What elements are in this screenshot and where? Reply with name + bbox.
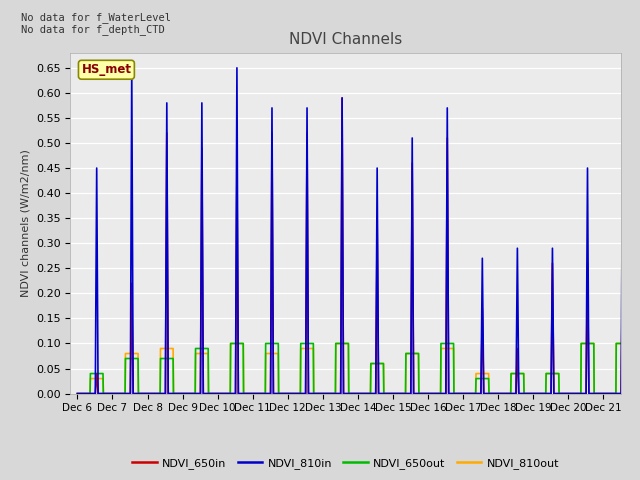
NDVI_650out — [156, 391, 164, 396]
Line: NDVI_650in: NDVI_650in — [77, 98, 638, 394]
NDVI_650in — [339, 95, 346, 101]
NDVI_810out — [590, 391, 598, 396]
NDVI_650in — [269, 391, 277, 396]
Line: NDVI_810out: NDVI_810out — [77, 344, 638, 394]
Text: HS_met: HS_met — [81, 63, 131, 76]
NDVI_650in — [619, 255, 627, 261]
NDVI_810out — [380, 391, 388, 396]
NDVI_650in — [513, 346, 521, 351]
NDVI_650in — [74, 391, 81, 396]
NDVI_810out — [319, 391, 326, 396]
NDVI_650in — [634, 391, 640, 396]
NDVI_650out — [380, 391, 388, 396]
NDVI_810in — [460, 391, 467, 396]
NDVI_810in — [634, 391, 640, 396]
NDVI_650out — [319, 391, 326, 396]
NDVI_810in — [513, 245, 521, 251]
NDVI_810out — [240, 391, 248, 396]
Y-axis label: NDVI channels (W/m2/nm): NDVI channels (W/m2/nm) — [20, 149, 30, 297]
NDVI_650out — [634, 391, 640, 396]
NDVI_650out — [74, 391, 81, 396]
NDVI_810in — [389, 391, 397, 396]
Title: NDVI Channels: NDVI Channels — [289, 33, 402, 48]
NDVI_810in — [480, 391, 488, 396]
NDVI_810out — [227, 341, 234, 347]
NDVI_650out — [367, 391, 374, 396]
NDVI_650out — [590, 391, 598, 396]
NDVI_810out — [156, 391, 164, 396]
NDVI_650in — [460, 391, 467, 396]
NDVI_650out — [240, 391, 248, 396]
NDVI_810out — [74, 391, 81, 396]
NDVI_650in — [389, 391, 397, 396]
NDVI_810in — [74, 391, 81, 396]
Legend: NDVI_650in, NDVI_810in, NDVI_650out, NDVI_810out: NDVI_650in, NDVI_810in, NDVI_650out, NDV… — [127, 454, 564, 473]
NDVI_810out — [367, 391, 374, 396]
Line: NDVI_650out: NDVI_650out — [77, 344, 638, 394]
NDVI_810out — [634, 391, 640, 396]
Text: No data for f_WaterLevel
No data for f_depth_CTD: No data for f_WaterLevel No data for f_d… — [21, 12, 171, 36]
NDVI_650in — [480, 391, 488, 396]
NDVI_650out — [227, 341, 234, 347]
NDVI_810in — [128, 65, 136, 71]
NDVI_810in — [275, 391, 282, 396]
Line: NDVI_810in: NDVI_810in — [77, 68, 638, 394]
NDVI_810in — [619, 120, 627, 126]
